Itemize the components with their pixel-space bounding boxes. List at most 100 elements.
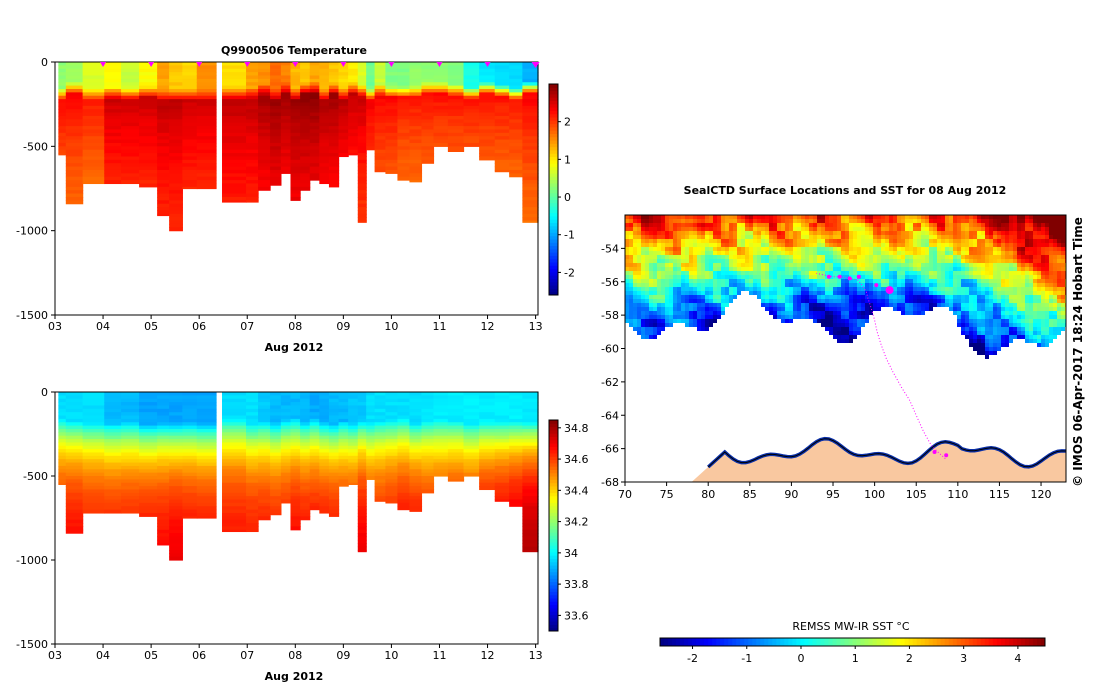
profile-cell bbox=[421, 149, 435, 154]
profile-cell bbox=[421, 408, 435, 413]
profile-cell bbox=[65, 146, 84, 151]
profile-cell bbox=[157, 506, 170, 511]
sst-cell bbox=[833, 223, 837, 227]
sst-cell bbox=[917, 271, 921, 275]
sst-cell bbox=[885, 223, 889, 227]
sst-cell bbox=[709, 255, 713, 259]
sst-cell bbox=[653, 243, 657, 247]
sst-cell bbox=[921, 231, 925, 235]
sst-cell bbox=[1053, 283, 1057, 287]
profile-cell bbox=[182, 479, 198, 484]
profile-cell bbox=[357, 523, 367, 527]
profile-cell bbox=[182, 459, 198, 464]
profile-cell bbox=[463, 105, 480, 110]
profile-cell bbox=[348, 129, 359, 134]
sst-cell bbox=[753, 267, 757, 271]
profile-cell bbox=[270, 489, 282, 494]
sst-cell bbox=[889, 283, 893, 287]
profile-cell bbox=[196, 422, 217, 427]
profile-cell bbox=[82, 146, 105, 151]
sst-cell bbox=[1033, 251, 1037, 255]
colorbar-swatch bbox=[549, 509, 558, 513]
sst-cell bbox=[961, 283, 965, 287]
sst-cell bbox=[729, 215, 733, 219]
profile-cell bbox=[258, 435, 271, 440]
profile-cell bbox=[300, 183, 311, 188]
profile-cell bbox=[357, 193, 367, 198]
profile-cell bbox=[479, 99, 496, 104]
sst-cell bbox=[1009, 255, 1013, 259]
profile-cell bbox=[58, 455, 67, 460]
sst-cell bbox=[677, 279, 681, 283]
profile-cell bbox=[258, 502, 271, 507]
profile-cell bbox=[121, 506, 140, 511]
sst-cell bbox=[697, 255, 701, 259]
sst-cell bbox=[957, 219, 961, 223]
profile-cell bbox=[182, 415, 198, 420]
sst-cell bbox=[637, 231, 641, 235]
profile-cell bbox=[374, 469, 387, 474]
profile-cell bbox=[479, 109, 496, 114]
profile-cell bbox=[58, 146, 67, 151]
sst-cell bbox=[813, 255, 817, 259]
profile-cell bbox=[104, 432, 122, 437]
sst-cell bbox=[841, 223, 845, 227]
profile-cell bbox=[290, 516, 301, 521]
sst-cell bbox=[949, 235, 953, 239]
sst-cell bbox=[909, 263, 913, 267]
sst-cell bbox=[733, 255, 737, 259]
profile-cell bbox=[222, 102, 247, 107]
sst-cell bbox=[877, 255, 881, 259]
sst-cell bbox=[961, 275, 965, 279]
sst-cell bbox=[829, 239, 833, 243]
profile-cell bbox=[258, 95, 271, 100]
profile-cell bbox=[121, 85, 140, 90]
sst-cell bbox=[977, 271, 981, 275]
profile-cell bbox=[280, 469, 292, 474]
profile-cell bbox=[494, 439, 510, 443]
profile-cell bbox=[357, 85, 367, 90]
sst-cell bbox=[981, 271, 985, 275]
sst-cell bbox=[1037, 287, 1041, 291]
sst-cell bbox=[1033, 279, 1037, 283]
profile-cell bbox=[222, 455, 247, 460]
sst-cell bbox=[961, 263, 965, 267]
sst-cell bbox=[865, 219, 869, 223]
profile-cell bbox=[290, 439, 301, 443]
profile-column bbox=[169, 392, 183, 561]
profile-cell bbox=[319, 109, 330, 114]
sst-cell bbox=[985, 263, 989, 267]
profile-cell bbox=[409, 68, 423, 73]
sst-cell bbox=[817, 271, 821, 275]
profile-cell bbox=[447, 126, 465, 131]
y-tick-label: 0 bbox=[41, 56, 48, 69]
profile-cell bbox=[463, 425, 480, 430]
sst-cell bbox=[921, 215, 925, 219]
profile-cell bbox=[196, 176, 217, 181]
sst-cell bbox=[789, 259, 793, 263]
sst-cell bbox=[833, 219, 837, 223]
profile-cell bbox=[385, 422, 399, 427]
profile-cell bbox=[222, 129, 247, 134]
profile-cell bbox=[357, 105, 367, 110]
sst-cell bbox=[913, 247, 917, 251]
profile-cell bbox=[319, 102, 330, 107]
sst-cell bbox=[737, 235, 741, 239]
profile-cell bbox=[348, 82, 359, 87]
sst-cell bbox=[957, 243, 961, 247]
sst-cell bbox=[765, 219, 769, 223]
sst-cell bbox=[761, 283, 765, 287]
sst-cell bbox=[965, 239, 969, 243]
profile-cell bbox=[222, 476, 247, 480]
sst-cell bbox=[713, 271, 717, 275]
profile-cell bbox=[509, 442, 523, 447]
sst-cell bbox=[921, 235, 925, 239]
profile-cell bbox=[258, 452, 271, 457]
profile-cell bbox=[196, 119, 217, 124]
sst-cell bbox=[865, 243, 869, 247]
sst-cell bbox=[641, 219, 645, 223]
colorbar-swatch bbox=[549, 518, 558, 523]
sst-cell bbox=[873, 271, 877, 275]
profile-cell bbox=[222, 65, 247, 70]
sst-cell bbox=[797, 259, 801, 263]
